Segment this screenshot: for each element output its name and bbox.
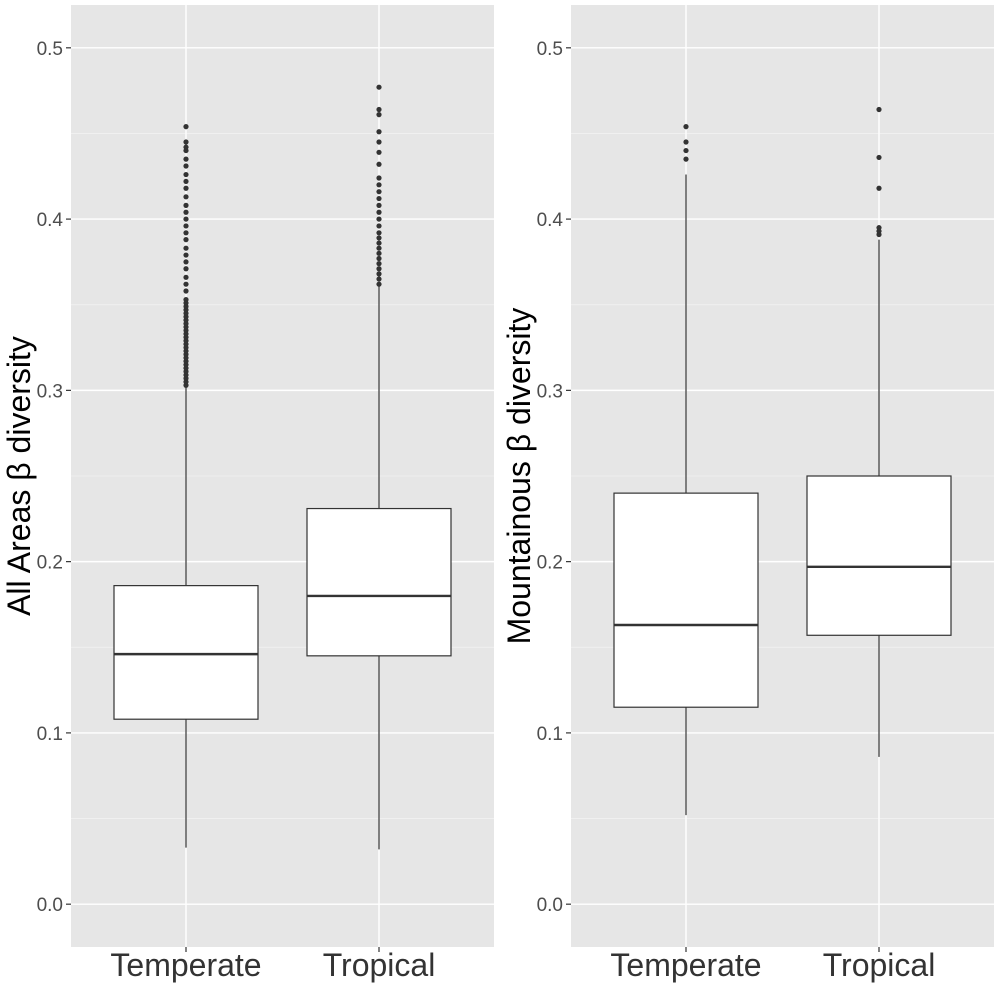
- outlier-point: [376, 161, 382, 167]
- box-temperate: [113, 124, 259, 848]
- iqr-box: [113, 585, 259, 720]
- y-tick-label: 0.2: [37, 553, 63, 574]
- y-axis-title: All Areas β diversity: [1, 336, 37, 616]
- outlier-point: [183, 163, 189, 169]
- outlier-point: [183, 274, 189, 280]
- outlier-point: [376, 235, 382, 241]
- iqr-box: [306, 507, 452, 657]
- outlier-point: [376, 129, 382, 135]
- outlier-point: [683, 156, 689, 162]
- y-tick-label: 0.3: [37, 381, 63, 402]
- outlier-point: [183, 194, 189, 200]
- outlier-point: [376, 209, 382, 215]
- outlier-point: [376, 106, 382, 113]
- outlier-point: [376, 202, 382, 208]
- outlier-point: [376, 216, 382, 222]
- outlier-point: [183, 288, 189, 294]
- outlier-point: [683, 124, 689, 130]
- outlier-point: [376, 245, 382, 251]
- outlier-point: [183, 223, 189, 229]
- outlier-point: [376, 271, 382, 277]
- outlier-point: [183, 139, 189, 145]
- outlier-point: [376, 182, 382, 188]
- y-axis-title: Mountainous β diversity: [501, 308, 537, 645]
- outlier-point: [183, 216, 189, 222]
- outlier-point: [183, 209, 189, 215]
- outlier-point: [683, 147, 689, 154]
- outlier-point: [376, 84, 382, 90]
- outlier-point: [183, 144, 189, 150]
- outlier-point: [183, 178, 189, 185]
- box-tropical: [306, 84, 452, 850]
- outlier-point: [376, 175, 382, 181]
- y-tick-label: 0.5: [537, 39, 563, 60]
- outlier-point: [376, 112, 382, 118]
- outlier-point: [376, 230, 382, 236]
- y-tick-label: 0.1: [537, 724, 563, 745]
- panel-mountainous: 0.0 0.1 0.2 0.3 0.4 0.5 Temperate Tropical Mount…: [501, 5, 994, 983]
- outlier-point: [376, 149, 382, 155]
- outlier-point: [183, 185, 189, 191]
- outlier-point: [376, 139, 382, 145]
- outlier-point: [376, 240, 382, 246]
- x-category-label: Tropical: [323, 947, 436, 983]
- outlier-point: [183, 230, 189, 236]
- y-tick-label: 0.1: [37, 724, 63, 745]
- outlier-point: [683, 139, 689, 145]
- outlier-point: [876, 106, 882, 113]
- outlier-point: [183, 156, 189, 162]
- outlier-point: [376, 266, 382, 272]
- x-category-label: Tropical: [823, 947, 936, 983]
- outlier-point: [183, 252, 189, 258]
- outlier-point: [376, 250, 382, 256]
- y-tick-label: 0.5: [37, 39, 63, 60]
- outlier-point: [183, 296, 189, 303]
- outlier-point: [376, 255, 382, 262]
- outlier-point: [183, 237, 189, 243]
- x-category-label: Temperate: [110, 947, 261, 983]
- outlier-point: [376, 276, 382, 282]
- outlier-point: [376, 261, 382, 267]
- outlier-point: [876, 154, 882, 161]
- outlier-point: [183, 124, 189, 130]
- y-tick-label: 0.4: [37, 210, 64, 231]
- outlier-point: [376, 281, 382, 287]
- outlier-point: [876, 185, 882, 191]
- x-category-label: Temperate: [610, 947, 761, 983]
- box-temperate: [613, 124, 759, 816]
- outlier-point: [183, 281, 189, 287]
- outlier-point: [183, 202, 189, 208]
- panel-all-areas: 0.0 0.1 0.2 0.3 0.4 0.5 Temperate Tropical All A…: [1, 5, 494, 983]
- outlier-point: [183, 171, 189, 178]
- outlier-point: [183, 245, 189, 251]
- outlier-point: [183, 259, 189, 265]
- iqr-box: [613, 492, 759, 708]
- y-tick-label: 0.0: [537, 895, 563, 916]
- outlier-point: [376, 223, 382, 229]
- y-tick-label: 0.2: [537, 553, 563, 574]
- y-tick-label: 0.0: [37, 895, 63, 916]
- y-tick-label: 0.4: [537, 210, 564, 231]
- outlier-point: [876, 225, 882, 231]
- outlier-point: [376, 189, 382, 195]
- outlier-point: [183, 266, 189, 272]
- outlier-point: [376, 195, 382, 202]
- y-tick-label: 0.3: [537, 381, 563, 402]
- box-tropical: [806, 106, 952, 757]
- iqr-box: [806, 475, 952, 636]
